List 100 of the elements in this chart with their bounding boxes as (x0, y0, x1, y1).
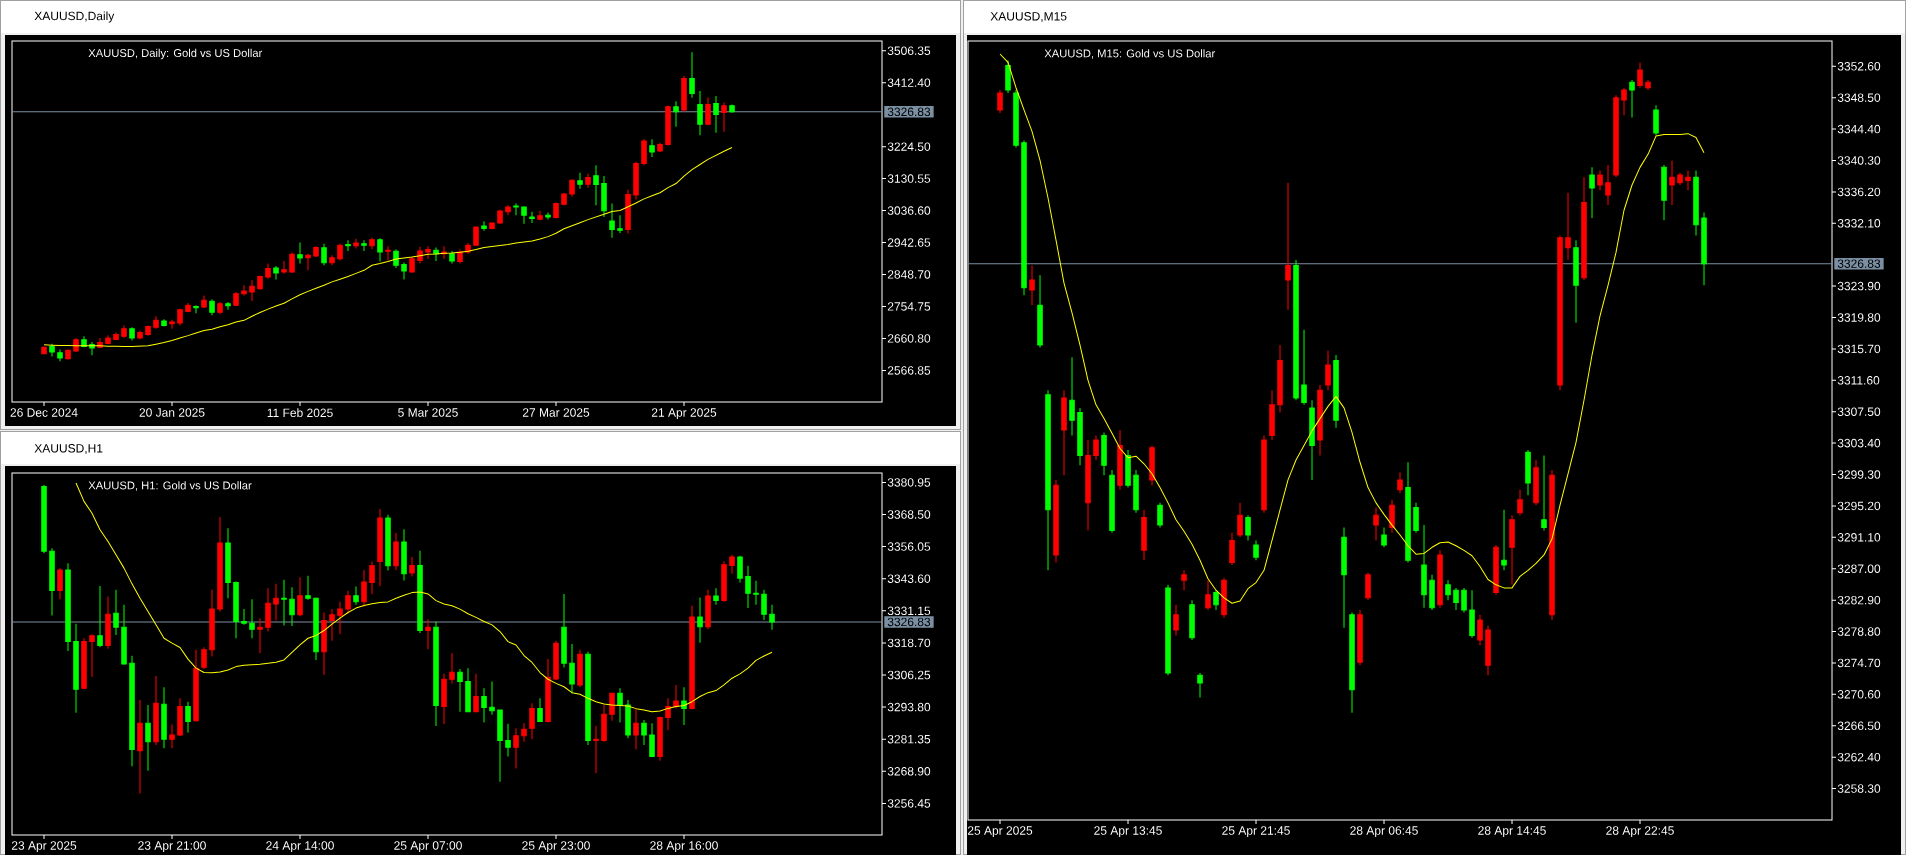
candlestick (65, 562, 71, 652)
candlestick (553, 640, 559, 681)
candlestick (1181, 569, 1187, 591)
candlestick (241, 608, 247, 626)
candlestick (1053, 479, 1059, 564)
candlestick (673, 100, 679, 128)
candlestick (233, 581, 239, 639)
candlestick (489, 681, 495, 716)
candlestick (297, 576, 303, 617)
candlestick (1557, 235, 1563, 391)
candlestick (1517, 489, 1523, 516)
x-tick-label: 21 Apr 2025 (651, 408, 717, 420)
candlestick (1541, 454, 1547, 531)
candlestick (169, 319, 175, 330)
candlestick (273, 583, 279, 621)
candlestick (1461, 587, 1467, 613)
candlestick (393, 532, 399, 571)
candlestick (1357, 609, 1363, 666)
candlestick (1493, 544, 1499, 596)
candlestick (345, 239, 351, 252)
y-tick-label: 3036.60 (887, 206, 931, 215)
candlestick (1341, 526, 1347, 629)
candlestick (321, 611, 327, 676)
candlestick (1421, 524, 1427, 609)
candlestick (729, 554, 735, 575)
candlestick (1501, 509, 1507, 571)
candlestick (1093, 434, 1099, 461)
candlestick (257, 617, 263, 654)
candlestick (729, 104, 735, 114)
y-tick-label: 3278.80 (1837, 627, 1881, 636)
candlestick (345, 590, 351, 615)
candlestick (361, 239, 367, 252)
candlestick (1573, 239, 1579, 324)
y-tick-label: 3281.35 (887, 734, 931, 744)
candlestick (697, 597, 703, 644)
candlestick (1309, 399, 1315, 481)
candlestick (57, 567, 63, 600)
candlestick (625, 189, 631, 235)
x-tick-label: 28 Apr 16:00 (650, 841, 718, 853)
candlestick (153, 675, 159, 746)
candlestick (1437, 549, 1443, 609)
candlestick (1189, 599, 1195, 641)
candlestick (217, 516, 223, 612)
candlestick (209, 589, 215, 658)
candlestick (505, 723, 511, 758)
candlestick (241, 284, 247, 296)
y-tick-label: 2848.70 (887, 270, 931, 279)
candlestick (185, 701, 191, 734)
candlestick (1397, 471, 1403, 494)
y-tick-label: 3303.40 (1837, 438, 1881, 448)
y-tick-label: 3336.20 (1837, 187, 1881, 197)
y-tick-label: 3352.60 (1837, 62, 1881, 71)
chart-title: XAUUSD,H1 (34, 444, 103, 454)
candlestick (1477, 614, 1483, 646)
candlestick (681, 75, 687, 113)
candlestick (433, 247, 439, 262)
candlestick (641, 719, 647, 746)
candlestick (1205, 579, 1211, 611)
x-tick-label: 25 Apr 13:45 (1094, 826, 1162, 838)
x-tick-label: 26 Dec 2024 (10, 408, 78, 417)
y-tick-label: 3331.15 (887, 606, 931, 616)
candlestick (585, 173, 591, 189)
y-tick-label: 3332.10 (1837, 219, 1881, 228)
candlestick (657, 716, 663, 762)
text: XAUUSD, H1: Gold vs US Dollar (88, 481, 252, 491)
candlestick (289, 586, 295, 627)
candlestick (1653, 104, 1659, 136)
x-tick-label: 23 Apr 21:00 (138, 841, 206, 853)
candlestick (1429, 574, 1435, 611)
candlestick (561, 593, 567, 668)
y-tick-label: 3307.50 (1837, 407, 1881, 416)
candlestick (529, 702, 535, 740)
candlestick (273, 265, 279, 280)
candlestick (1661, 164, 1667, 221)
candlestick (473, 673, 479, 713)
candlestick (1565, 192, 1571, 261)
candlestick (1453, 587, 1459, 611)
candlestick (321, 243, 327, 266)
candlestick (505, 204, 511, 216)
candlestick (73, 337, 79, 353)
x-tick-label: 25 Apr 2025 (967, 826, 1033, 838)
candlestick (193, 649, 199, 723)
line-series (75, 482, 773, 713)
candlestick (1405, 461, 1411, 564)
candlestick (1117, 429, 1123, 491)
candlestick (49, 547, 55, 617)
candlestick (137, 330, 143, 340)
candlestick (1293, 259, 1299, 401)
candlestick (169, 723, 175, 749)
candlestick (521, 722, 527, 743)
x-tick-label: 23 Apr 2025 (11, 841, 77, 853)
y-tick-label: 3274.70 (1837, 658, 1881, 668)
candlestick (337, 601, 343, 635)
y-tick-label: 3299.30 (1837, 470, 1881, 479)
candlestick (697, 90, 703, 136)
candlestick (129, 655, 135, 767)
candlestick (329, 254, 335, 266)
candlestick (1245, 514, 1251, 541)
text: XAUUSD, Daily: Gold vs US Dollar (88, 48, 263, 60)
candlestick (1221, 577, 1227, 619)
